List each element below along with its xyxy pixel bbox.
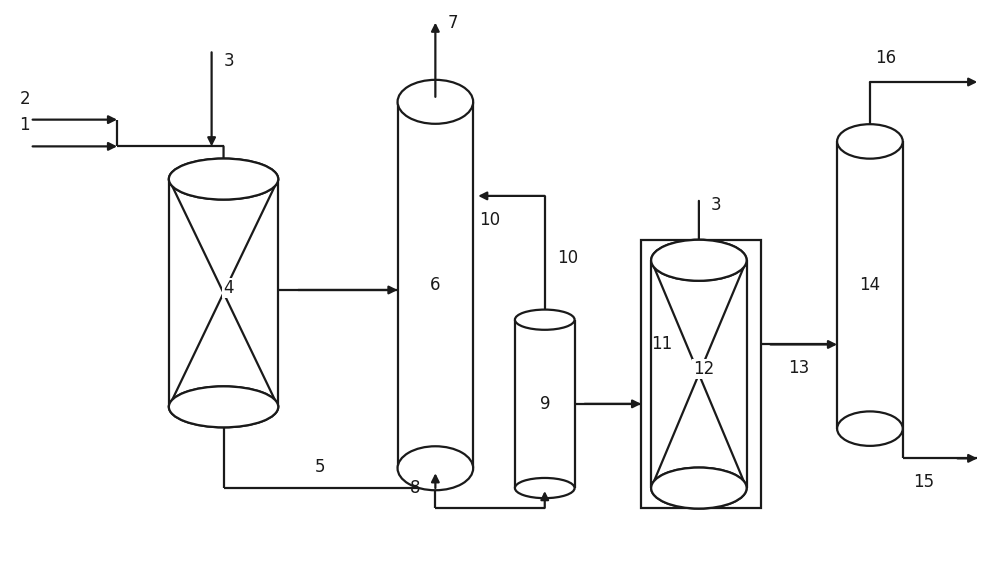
- Ellipse shape: [837, 124, 903, 159]
- Text: 12: 12: [693, 360, 714, 378]
- Text: 4: 4: [223, 279, 234, 297]
- Text: 8: 8: [410, 479, 420, 497]
- Text: 7: 7: [447, 14, 458, 32]
- Ellipse shape: [398, 446, 473, 490]
- Text: 14: 14: [859, 276, 880, 294]
- Ellipse shape: [651, 240, 747, 281]
- Text: 2: 2: [19, 90, 30, 108]
- Text: 11: 11: [651, 335, 672, 354]
- Text: 15: 15: [913, 473, 934, 491]
- Text: 9: 9: [540, 395, 550, 413]
- Ellipse shape: [515, 478, 575, 498]
- Text: 10: 10: [557, 249, 578, 267]
- Ellipse shape: [169, 387, 278, 428]
- Ellipse shape: [651, 467, 747, 508]
- Text: 5: 5: [314, 458, 325, 476]
- Ellipse shape: [651, 240, 747, 281]
- Ellipse shape: [169, 387, 278, 428]
- Ellipse shape: [837, 411, 903, 446]
- Ellipse shape: [169, 159, 278, 200]
- Ellipse shape: [515, 310, 575, 330]
- Ellipse shape: [169, 159, 278, 200]
- Text: 10: 10: [479, 211, 501, 228]
- Text: 6: 6: [430, 276, 441, 294]
- Text: 3: 3: [711, 196, 721, 214]
- Ellipse shape: [398, 80, 473, 124]
- Text: 3: 3: [224, 53, 234, 70]
- Text: 13: 13: [788, 359, 809, 377]
- Bar: [641, 241, 761, 508]
- Ellipse shape: [651, 467, 747, 508]
- Text: 1: 1: [19, 117, 30, 134]
- Text: 16: 16: [875, 49, 896, 67]
